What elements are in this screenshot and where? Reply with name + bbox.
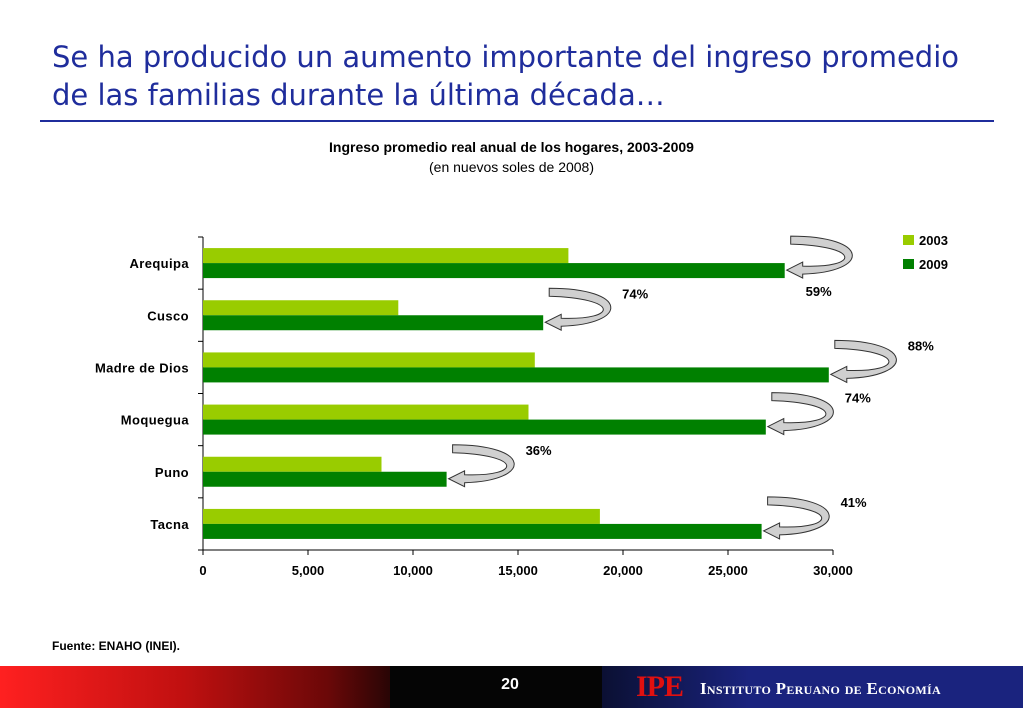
institution-name: Instituto Peruano de Economía — [700, 679, 941, 698]
bar-2009 — [203, 315, 544, 331]
growth-label: 88% — [908, 338, 934, 353]
y-category-label: Madre de Dios — [95, 360, 189, 375]
y-category-label: Tacna — [150, 517, 189, 532]
legend-label: 2009 — [919, 257, 948, 272]
y-category-label: Cusco — [147, 308, 189, 323]
bar-2003 — [203, 508, 600, 524]
bar-2003 — [203, 300, 399, 316]
x-tick-label: 25,000 — [708, 563, 748, 578]
bar-2009 — [203, 419, 766, 435]
bar-2003 — [203, 248, 569, 264]
page-number: 20 — [501, 676, 519, 693]
legend-swatch — [903, 259, 914, 269]
y-category-label: Puno — [155, 465, 189, 480]
growth-arrow-icon — [762, 496, 830, 540]
footer-bar: 20 IPE Instituto Peruano de Economía — [0, 666, 1023, 708]
growth-label: 41% — [841, 495, 867, 510]
x-tick-label: 5,000 — [292, 563, 325, 578]
bar-2009 — [203, 471, 447, 487]
chart-title: Ingreso promedio real anual de los hogar… — [329, 139, 694, 155]
slide-title: Se ha producido un aumento importante de… — [52, 40, 960, 112]
growth-label: 74% — [845, 391, 871, 406]
growth-arrow-icon — [447, 444, 515, 488]
growth-arrow-icon — [829, 339, 897, 384]
bar-2009 — [203, 523, 762, 539]
growth-arrow-icon — [766, 392, 834, 436]
growth-arrow-icon — [544, 287, 612, 332]
y-category-label: Moquegua — [121, 413, 190, 428]
x-tick-label: 20,000 — [603, 563, 643, 578]
growth-label: 59% — [806, 284, 832, 299]
x-tick-label: 10,000 — [393, 563, 433, 578]
bar-2009 — [203, 367, 829, 383]
x-tick-label: 0 — [199, 563, 206, 578]
footer-brand-band — [602, 666, 1023, 708]
legend-swatch — [903, 235, 914, 245]
title-divider — [40, 120, 994, 122]
chart-subtitle: (en nuevos soles de 2008) — [429, 159, 594, 175]
growth-label: 36% — [526, 443, 552, 458]
bar-2003 — [203, 352, 535, 368]
x-tick-label: 30,000 — [813, 563, 853, 578]
source-note: Fuente: ENAHO (INEI). — [52, 639, 180, 653]
bar-2009 — [203, 263, 785, 279]
legend-label: 2003 — [919, 233, 948, 248]
y-category-label: Arequipa — [129, 256, 189, 271]
x-tick-label: 15,000 — [498, 563, 538, 578]
bar-2003 — [203, 404, 529, 420]
growth-arrow-icon — [785, 235, 853, 279]
growth-label: 74% — [622, 286, 648, 301]
bar-2003 — [203, 456, 382, 472]
ipe-logo: IPE — [636, 670, 684, 703]
